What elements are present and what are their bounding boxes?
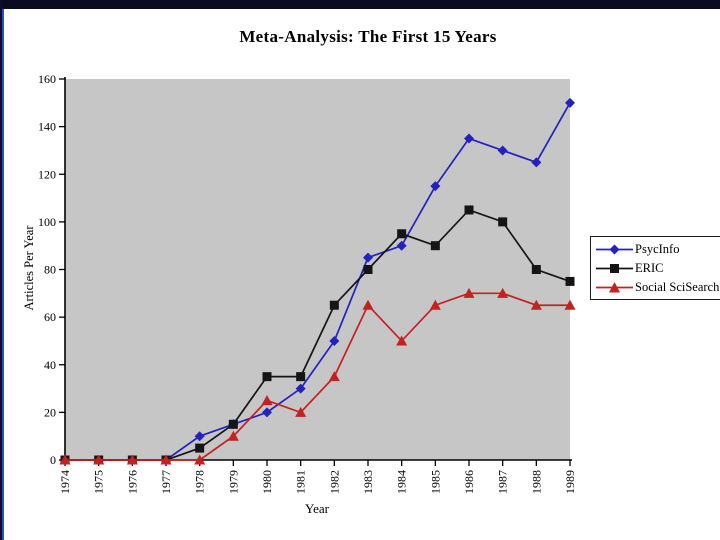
triangle-marker xyxy=(429,299,441,310)
triangle-marker xyxy=(160,454,172,465)
square-marker xyxy=(397,229,407,239)
diamond-marker xyxy=(565,97,575,108)
y-tick-label: 140 xyxy=(38,120,56,134)
window-top-bar xyxy=(0,0,720,9)
x-tick-label: 1980 xyxy=(260,470,274,494)
diamond-marker xyxy=(531,157,542,168)
diamond-marker xyxy=(497,145,508,156)
x-tick-label: 1976 xyxy=(125,470,139,494)
x-tick-label: 1987 xyxy=(496,470,510,494)
square-marker xyxy=(329,300,339,310)
y-tick-label: 40 xyxy=(44,358,56,372)
triangle-marker xyxy=(295,406,307,417)
triangle-marker xyxy=(497,287,509,298)
square-marker xyxy=(228,419,238,429)
x-tick-label: 1981 xyxy=(294,470,308,494)
triangle-marker xyxy=(194,454,206,465)
diamond-marker xyxy=(295,383,306,394)
x-tick-label: 1988 xyxy=(529,470,543,494)
square-marker xyxy=(531,265,541,274)
diamond-marker xyxy=(430,181,441,192)
square-marker xyxy=(296,372,306,382)
x-tick-label: 1982 xyxy=(327,470,341,494)
diamond-marker xyxy=(194,431,205,442)
y-tick-label: 0 xyxy=(50,453,56,467)
x-tick-label: 1983 xyxy=(361,470,375,494)
triangle-marker xyxy=(261,394,273,405)
diamond-legend-marker-icon xyxy=(596,244,633,255)
diamond-marker xyxy=(396,240,407,251)
x-tick-label: 1989 xyxy=(563,470,577,494)
square-legend-marker-icon xyxy=(596,264,633,273)
square-marker xyxy=(498,217,508,227)
y-tick-label: 80 xyxy=(44,263,56,277)
square-marker xyxy=(565,276,575,286)
square-marker xyxy=(430,241,440,251)
chart-title: Meta-Analysis: The First 15 Years xyxy=(239,27,497,46)
left-edge-accent-strip xyxy=(2,9,4,540)
x-tick-label: 1978 xyxy=(193,470,207,494)
square-marker xyxy=(262,372,272,382)
diamond-marker xyxy=(262,407,272,418)
x-tick-label: 1985 xyxy=(428,470,442,494)
triangle-marker xyxy=(530,299,542,310)
plot-area xyxy=(65,79,570,460)
left-edge-strip xyxy=(0,0,2,540)
y-tick-label: 120 xyxy=(38,167,56,181)
square-marker xyxy=(195,443,205,453)
series-line-social-scisearch xyxy=(65,292,570,461)
y-tick-label: 160 xyxy=(38,72,56,86)
chart-legend: PsycInfo ERIC Social SciSearch xyxy=(590,236,720,300)
square-marker xyxy=(464,205,474,215)
legend-label: ERIC xyxy=(635,261,664,275)
x-tick-label: 1979 xyxy=(226,470,240,494)
triangle-marker xyxy=(227,430,239,441)
x-tick-label: 1984 xyxy=(395,470,409,494)
triangle-marker xyxy=(59,454,71,465)
triangle-marker xyxy=(396,335,408,346)
x-tick-label: 1975 xyxy=(92,470,106,494)
triangle-marker xyxy=(93,454,105,465)
legend-label: PsycInfo xyxy=(635,242,680,256)
y-tick-label: 100 xyxy=(38,215,56,229)
x-tick-label: 1986 xyxy=(462,470,476,494)
legend-item: ERIC xyxy=(596,259,720,278)
triangle-marker xyxy=(564,299,576,310)
triangle-marker xyxy=(126,454,138,465)
diamond-marker xyxy=(363,252,373,263)
y-tick-label: 60 xyxy=(44,310,56,324)
square-marker xyxy=(363,265,373,274)
triangle-marker xyxy=(328,371,340,382)
triangle-legend-marker-icon xyxy=(596,282,633,293)
x-tick-label: 1977 xyxy=(159,470,173,494)
legend-item: Social SciSearch xyxy=(596,278,720,297)
y-axis-title: Articles Per Year xyxy=(22,225,36,311)
triangle-marker xyxy=(463,287,475,298)
triangle-marker xyxy=(362,299,374,310)
diamond-marker xyxy=(464,133,474,144)
legend-label: Social SciSearch xyxy=(635,280,720,294)
legend-item: PsycInfo xyxy=(596,240,720,259)
x-tick-label: 1974 xyxy=(58,470,72,494)
diamond-marker xyxy=(329,335,340,346)
x-axis-title: Year xyxy=(305,501,330,516)
y-tick-label: 20 xyxy=(44,405,56,419)
